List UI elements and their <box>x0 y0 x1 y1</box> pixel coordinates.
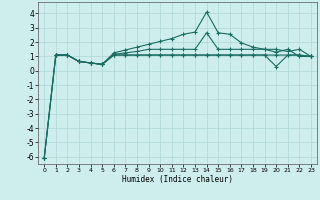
X-axis label: Humidex (Indice chaleur): Humidex (Indice chaleur) <box>122 175 233 184</box>
